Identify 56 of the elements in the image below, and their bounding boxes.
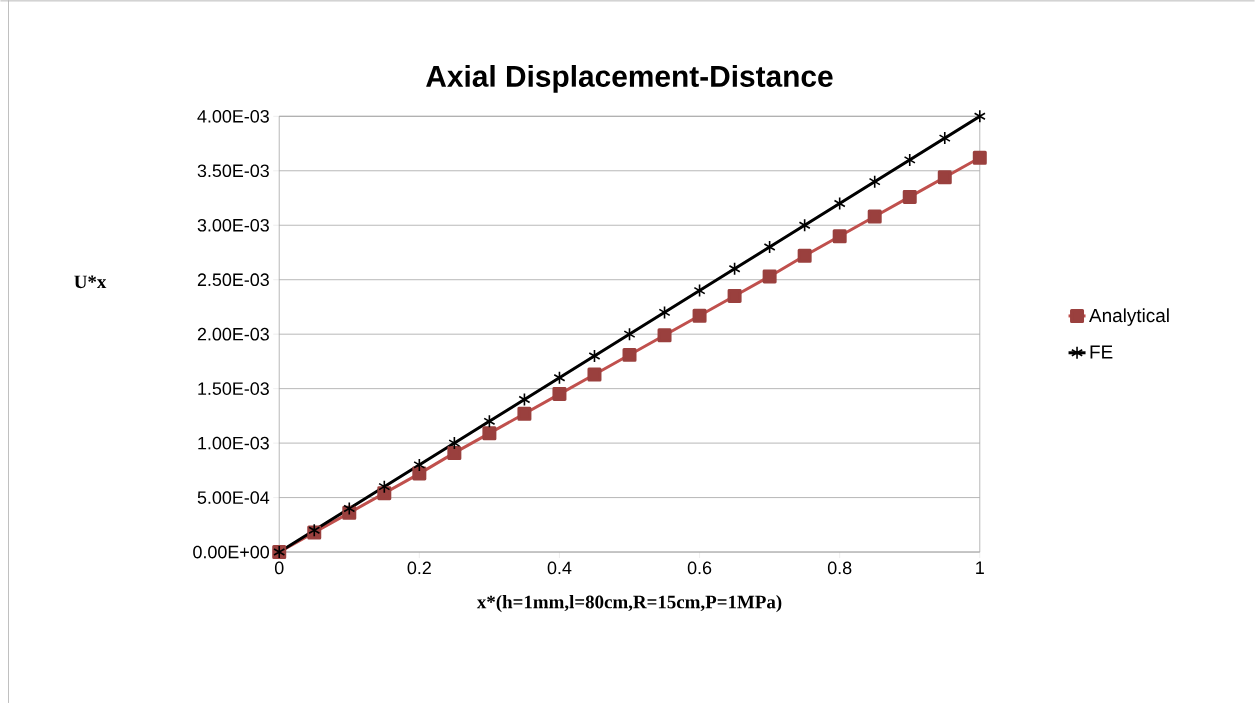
- y-tick-label: 1.00E-03: [198, 436, 269, 450]
- point: [518, 392, 531, 407]
- point: [587, 367, 602, 382]
- x-tick-label: 0.2: [407, 561, 431, 575]
- point: [797, 248, 812, 263]
- point: [447, 445, 462, 460]
- point: [343, 501, 356, 516]
- point: [623, 327, 636, 341]
- point: [763, 240, 776, 254]
- point: [798, 218, 811, 232]
- y-axis-title: U*x: [74, 275, 107, 289]
- y-tick-label: 3.50E-03: [197, 164, 269, 177]
- point: [622, 347, 637, 362]
- point: [412, 466, 427, 481]
- point: [693, 283, 706, 298]
- y-tick-label: 2.50E-03: [197, 273, 269, 286]
- point: [517, 406, 532, 421]
- legend-label: FE: [1090, 345, 1113, 359]
- point: [378, 479, 391, 494]
- point: [868, 174, 881, 189]
- point: [972, 150, 987, 165]
- x-tick-label: 1: [976, 561, 984, 574]
- point: [728, 261, 741, 276]
- point: [553, 370, 566, 385]
- x-tick-label: 0.6: [687, 561, 712, 575]
- point: [903, 152, 916, 167]
- x-tick-label: 0.8: [827, 561, 852, 575]
- point: [902, 189, 917, 204]
- point: [482, 426, 497, 441]
- point: [448, 436, 461, 450]
- point: [833, 196, 846, 211]
- point: [727, 288, 742, 303]
- y-tick-label: 1.50E-03: [198, 382, 269, 395]
- point: [657, 328, 672, 343]
- point: [413, 457, 426, 472]
- point: [832, 228, 847, 243]
- point: [588, 348, 601, 363]
- point: [762, 269, 777, 284]
- x-tick-label: 0: [274, 561, 284, 575]
- y-tick-label: 2.00E-03: [197, 327, 269, 341]
- point: [938, 131, 951, 145]
- y-tick-label: 0.00E+00: [193, 545, 270, 559]
- point: [692, 308, 707, 323]
- legend-label: Analytical: [1089, 308, 1169, 326]
- point: [937, 170, 952, 185]
- y-tick-label: 5.00E-04: [197, 491, 270, 504]
- x-tick-label: 0.4: [547, 561, 572, 575]
- x-axis-title: x*(h=1mm,l=80cm,R=15cm,P=1MPa): [476, 594, 782, 613]
- point: [973, 109, 986, 123]
- point: [658, 305, 671, 320]
- point: [552, 386, 567, 401]
- y-tick-label: 3.00E-03: [197, 218, 269, 232]
- point: [867, 209, 882, 224]
- chart-title: Axial Displacement-Distance: [426, 64, 833, 93]
- y-tick-label: 4.00E-03: [197, 109, 269, 123]
- point: [483, 414, 496, 428]
